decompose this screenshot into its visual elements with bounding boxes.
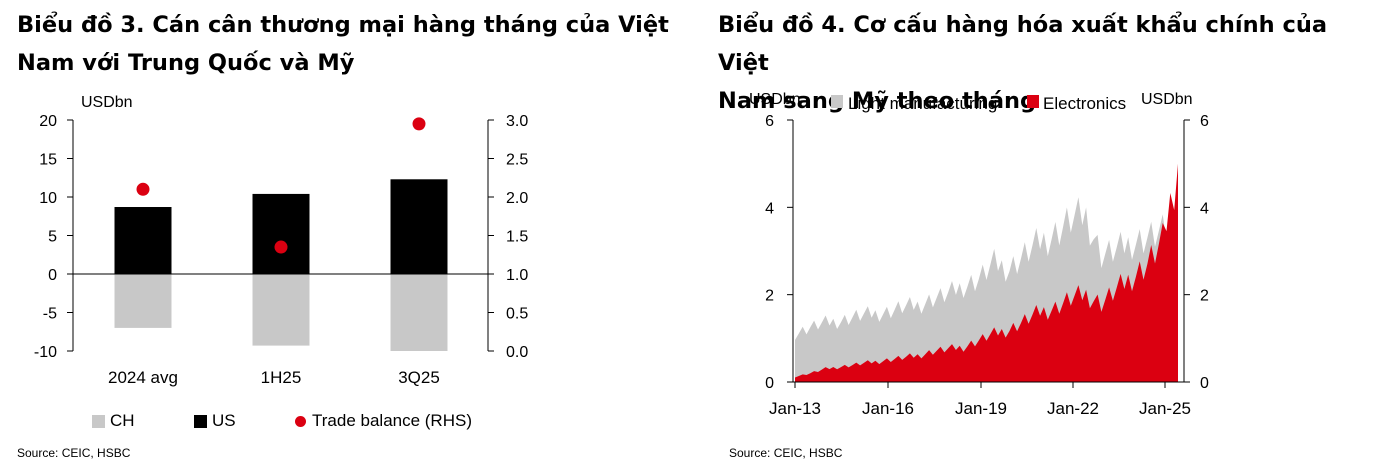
y-tick-label-right: 2.5 (506, 152, 528, 169)
y-tick-label-right: 1.5 (506, 229, 528, 246)
x-tick-label: 3Q25 (398, 368, 440, 387)
chart-title-line-1: Biểu đồ 4. Cơ cấu hàng hóa xuất khẩu chí… (718, 12, 1328, 76)
x-tick-label: 2024 avg (108, 368, 178, 387)
area-chart: USDbn Light manufacturing Electronics USDbn… (749, 91, 1209, 418)
bar-us (390, 179, 448, 274)
legend-swatch-ch (92, 414, 105, 428)
legend-label-electronics: Electronics (1043, 94, 1126, 113)
y-tick-label-left: 6 (765, 113, 774, 130)
y-tick-label-right: 4 (1200, 200, 1209, 217)
source-note: Source: CEIC, HSBC (729, 446, 843, 460)
unit-label-left: USDbn (749, 91, 801, 108)
y-tick-label-left: 15 (39, 152, 57, 169)
point-trade-balance (412, 117, 426, 131)
legend-label-light-manufacturing: Light manufacturing (848, 94, 997, 113)
legend-swatch-light-manufacturing (831, 95, 843, 108)
chart-title-line-1: Biểu đồ 3. Cán cân thương mại hàng tháng… (17, 12, 669, 38)
y-tick-label-left: 2 (765, 288, 774, 305)
unit-label: USDbn (81, 94, 133, 111)
x-tick-label: Jan-16 (862, 399, 914, 418)
y-tick-label-right: 1.0 (506, 267, 528, 284)
legend-label-ch: CH (110, 411, 135, 430)
bar-chart: USDbn 20 15 10 5 0 -5 -10 3.0 2.5 2.0 1.5 1.0 0.5 0.0 2… (34, 94, 528, 387)
y-tick-label-right: 2.0 (506, 190, 528, 207)
y-tick-label-right: 6 (1200, 113, 1209, 130)
bar-ch (114, 274, 172, 328)
bar-ch (390, 274, 448, 351)
chart-title-line-2: Nam sang Mỹ theo tháng (718, 88, 1037, 114)
legend-swatch-us (194, 414, 207, 428)
point-trade-balance (274, 240, 288, 254)
x-tick-label: Jan-13 (769, 399, 821, 418)
y-tick-label-right: 2 (1200, 288, 1209, 305)
y-tick-label-right: 3.0 (506, 113, 528, 130)
x-tick-label: Jan-25 (1139, 399, 1191, 418)
bar-us (252, 193, 310, 274)
y-tick-label-left: 4 (765, 200, 774, 217)
source-note: Source: CEIC, HSBC (17, 446, 131, 460)
chart-panel-export-structure: Biểu đồ 4. Cơ cấu hàng hóa xuất khẩu chí… (700, 0, 1379, 476)
y-tick-label-right: 0.0 (506, 344, 528, 361)
legend-item-trade-balance: Trade balance (RHS) (295, 411, 472, 431)
chart-title: Biểu đồ 4. Cơ cấu hàng hóa xuất khẩu chí… (718, 6, 1379, 120)
x-tick-label: 1H25 (261, 368, 302, 387)
chart-panel-trade-balance: Biểu đồ 3. Cán cân thương mại hàng tháng… (17, 6, 669, 460)
y-tick-label-left: 5 (48, 229, 57, 246)
bar-us (114, 207, 172, 274)
chart-title-line-2: Nam với Trung Quốc và Mỹ (17, 50, 355, 76)
y-tick-label-right: 0.5 (506, 306, 528, 323)
y-tick-label-left: 20 (39, 113, 57, 130)
bar-ch (252, 274, 310, 346)
y-tick-label-left: -5 (43, 306, 57, 323)
x-tick-label: Jan-19 (955, 399, 1007, 418)
y-tick-label-left: -10 (34, 344, 57, 361)
y-tick-label-left: 10 (39, 190, 57, 207)
legend-swatch-electronics (1027, 95, 1039, 108)
point-trade-balance (136, 182, 150, 196)
x-tick-label: Jan-22 (1047, 399, 1099, 418)
legend-item-us: US (194, 411, 236, 431)
legend-label-trade-balance: Trade balance (RHS) (312, 411, 472, 430)
legend-label-us: US (212, 411, 236, 430)
area-electronics (795, 163, 1178, 382)
y-tick-label-right: 0 (1200, 375, 1209, 392)
y-tick-label-left: 0 (48, 267, 57, 284)
y-tick-label-left: 0 (765, 375, 774, 392)
unit-label-right: USDbn (1141, 91, 1193, 108)
legend-marker-trade-balance (295, 415, 306, 427)
legend-item-ch: CH (92, 411, 135, 431)
chart-title: Biểu đồ 3. Cán cân thương mại hàng tháng… (17, 6, 669, 82)
